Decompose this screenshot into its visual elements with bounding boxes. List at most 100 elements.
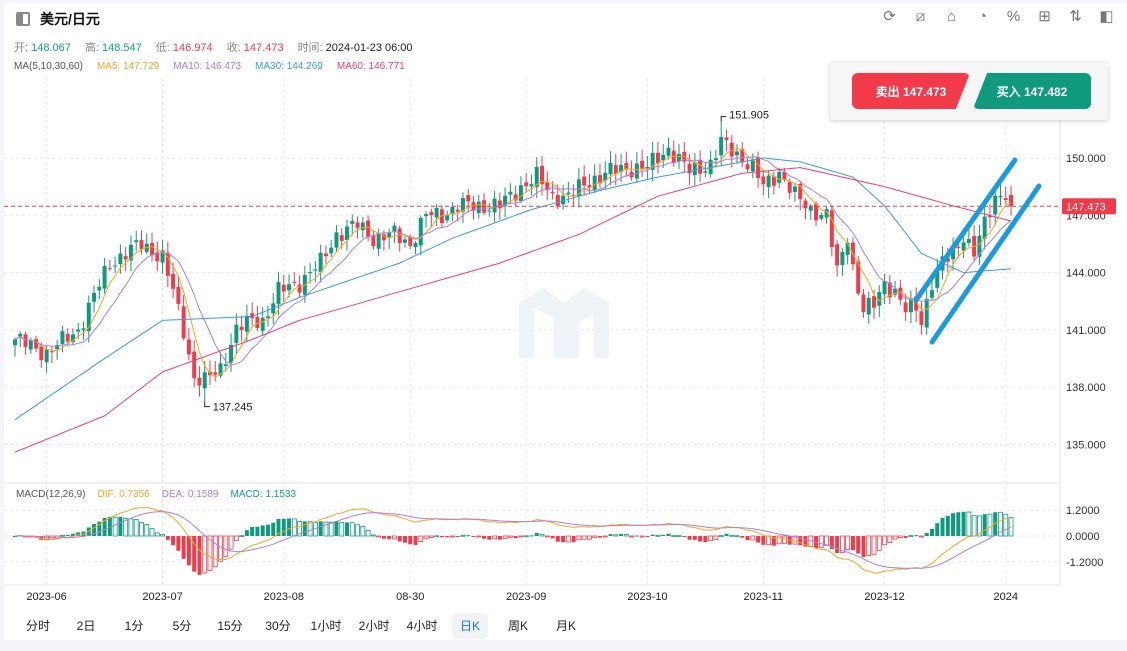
time-label: 时间: (297, 42, 323, 54)
candle (966, 228, 971, 247)
macd-histogram-bar (334, 521, 339, 536)
candle-body (798, 183, 803, 200)
macd-histogram-bar (966, 511, 972, 537)
candle (908, 290, 913, 324)
candle-body (966, 238, 971, 243)
macd-value: MACD: 1.1533 (230, 489, 297, 500)
x-tick-label: 2023-10 (627, 591, 667, 603)
tab-1分[interactable]: 1分 (124, 619, 144, 633)
candle (687, 154, 692, 185)
macd-histogram-bar (460, 534, 466, 537)
tab-周K[interactable]: 周K (507, 619, 528, 633)
macd-histogram-bar (139, 522, 144, 537)
candle (603, 161, 608, 190)
candle-body (165, 252, 170, 276)
macd-histogram-bar (97, 521, 102, 536)
min-label: 137.245 (213, 402, 253, 414)
candle (761, 171, 766, 196)
tab-4小时[interactable]: 4小时 (406, 619, 438, 633)
candle-body (229, 345, 234, 363)
candle-body (260, 317, 265, 331)
ohlc-info: 开: 148.067 高: 148.547 低: 146.974 收: 147.… (14, 39, 413, 55)
candle-body (761, 176, 766, 185)
candle-body (392, 225, 397, 233)
candle-body (345, 226, 350, 241)
candle-body (18, 333, 23, 337)
candle (887, 275, 892, 305)
candle (371, 230, 376, 250)
candle (771, 171, 776, 195)
macd-histogram-bar (413, 536, 418, 545)
panel-toggle-icon[interactable]: ◧ (1099, 8, 1114, 25)
macd-histogram-bar (418, 535, 424, 542)
tab-2日[interactable]: 2日 (76, 619, 96, 633)
candle (529, 174, 534, 196)
dif-value: DIF: 0.7356 (97, 489, 150, 500)
sort-icon[interactable]: ⇅ (1069, 8, 1082, 25)
macd-histogram-bar (349, 522, 355, 537)
candle (703, 162, 708, 178)
candle-body (819, 215, 824, 219)
candle (724, 129, 729, 152)
macd-histogram-bar (397, 536, 402, 542)
candle-body (65, 333, 70, 342)
macd-histogram-bar (323, 521, 329, 537)
candle-body (455, 209, 460, 212)
candle (281, 274, 286, 302)
tab-5分[interactable]: 5分 (172, 619, 192, 633)
macd-histogram-bar (993, 512, 998, 536)
candlestick-chart[interactable]: 150.000147.000144.000141.000138.000135.0… (4, 3, 1127, 608)
candle (708, 151, 713, 178)
indicator-icon[interactable]: ⌂ (946, 8, 957, 25)
candle (666, 137, 671, 160)
macd-histogram-bar (608, 534, 613, 536)
sidebar-toggle-icon[interactable] (16, 12, 30, 26)
macd-histogram-bar (260, 525, 265, 536)
candle-body (192, 351, 197, 379)
macd-histogram-bar (439, 536, 444, 538)
sell-button[interactable]: 卖出 147.473 (852, 73, 970, 109)
candle-body (935, 268, 940, 288)
drawing-icon[interactable]: ⧄ (915, 8, 926, 25)
candle (355, 216, 360, 239)
macd-histogram-bar (118, 516, 123, 536)
candle (350, 214, 355, 236)
buy-button[interactable]: 买入 147.482 (973, 73, 1091, 109)
candle (18, 331, 23, 348)
candle (824, 206, 829, 224)
candle (450, 202, 455, 222)
candle-body (608, 162, 613, 175)
candle-body (107, 268, 112, 270)
candle (397, 225, 402, 252)
tab-月K[interactable]: 月K (555, 619, 576, 633)
macd-histogram-bar (529, 535, 534, 537)
tab-1小时[interactable]: 1小时 (310, 619, 342, 633)
macd-histogram-bar (523, 535, 529, 538)
tab-30分[interactable]: 30分 (265, 619, 291, 633)
candle (935, 258, 940, 293)
grid-icon[interactable]: ⊞ (1038, 8, 1051, 25)
candle (39, 342, 44, 368)
tab-15分[interactable]: 15分 (217, 619, 243, 633)
candle-body (956, 246, 961, 248)
candle (44, 345, 49, 373)
tab-分时[interactable]: 分时 (25, 619, 50, 633)
pie-chart-icon[interactable]: ◔ (977, 8, 988, 25)
candle-body (677, 154, 682, 162)
candle-body (566, 192, 571, 195)
ma-label: MA(5,10,30,60) (14, 61, 83, 72)
macd-histogram-bar (223, 535, 229, 557)
candle (661, 144, 666, 168)
candle-body (993, 195, 998, 215)
tab-2小时[interactable]: 2小时 (358, 619, 390, 633)
tab-日K[interactable]: 日K (452, 613, 488, 639)
ma60-value: MA60: 146.771 (336, 61, 405, 72)
ma10-line (14, 156, 1012, 366)
macd-histogram-bar (212, 535, 218, 568)
candle (740, 142, 745, 168)
macd-histogram-bar (450, 535, 455, 538)
candle-body (919, 311, 924, 325)
macd-histogram-bar (703, 536, 708, 543)
percent-icon[interactable]: % (1006, 8, 1021, 25)
refresh-icon[interactable]: ⟳ (883, 8, 896, 25)
